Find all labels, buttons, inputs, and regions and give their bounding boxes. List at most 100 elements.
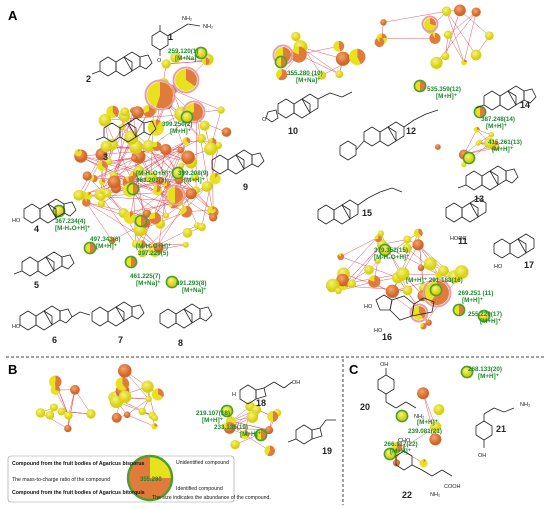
structure-11 xyxy=(445,197,487,223)
network-edge xyxy=(300,46,343,59)
network-edge xyxy=(166,60,206,65)
network-node xyxy=(100,140,112,153)
network-node xyxy=(420,322,427,330)
identified-compound-node xyxy=(429,283,443,297)
network-node xyxy=(204,142,218,156)
panel-label-b: B xyxy=(8,362,17,377)
network-node xyxy=(484,31,494,41)
ion-mz-14: 387.248(14) xyxy=(481,116,515,123)
network-node xyxy=(185,188,197,200)
network-node xyxy=(117,363,132,378)
network-node xyxy=(209,173,221,185)
network-edge xyxy=(281,74,322,76)
network-node xyxy=(111,412,122,423)
network-node xyxy=(84,191,93,200)
network-node xyxy=(161,59,171,69)
network-node xyxy=(417,264,425,272)
compound-number-2: 2 xyxy=(86,74,91,84)
legend-bisporus: Compound from the fruit bodies of Agaric… xyxy=(12,461,144,467)
identified-compound-node xyxy=(460,365,474,379)
chem-label: HO xyxy=(374,328,383,334)
chem-label: CHO xyxy=(398,438,411,444)
compound-number-7: 7 xyxy=(118,335,123,345)
network-node xyxy=(337,253,345,261)
structure-2 xyxy=(91,51,153,77)
network-node xyxy=(267,411,279,422)
ion-mz-12: 535.359(12) xyxy=(427,86,461,93)
network-edge xyxy=(86,202,159,248)
network-edge xyxy=(159,180,167,216)
identified-compound-node xyxy=(477,309,491,323)
legend-size-note: The size indicates the abundance of the … xyxy=(152,495,271,501)
structure-16 xyxy=(375,294,435,321)
network-node xyxy=(453,4,466,17)
network-node xyxy=(429,433,442,446)
network-edge xyxy=(446,11,477,56)
network-node xyxy=(49,375,62,389)
network-edge xyxy=(459,10,490,36)
structure-1 xyxy=(151,23,201,56)
network-node xyxy=(108,237,116,245)
network-node xyxy=(153,184,161,193)
network-node xyxy=(106,105,120,119)
legend-box xyxy=(7,455,235,503)
network-edge xyxy=(463,12,477,63)
network-node xyxy=(98,113,112,127)
network-edge xyxy=(154,193,192,251)
network-edge xyxy=(40,412,68,429)
network-node xyxy=(131,106,144,119)
network-node xyxy=(152,141,162,151)
network-node-large xyxy=(164,184,186,206)
chem-label: OH xyxy=(380,362,388,368)
network-node xyxy=(50,385,61,395)
compound-number-19: 19 xyxy=(322,446,332,456)
ion-adduct-11: [M+H]⁺ xyxy=(462,297,483,304)
network-node xyxy=(182,241,189,248)
network-node xyxy=(118,390,132,404)
network-node xyxy=(276,68,288,81)
identified-compound-node xyxy=(395,409,409,423)
network-edge xyxy=(447,34,465,63)
compound-number-11: 11 xyxy=(458,236,468,246)
network-edge xyxy=(343,244,383,286)
network-edge xyxy=(101,112,138,166)
network-node xyxy=(190,173,199,182)
network-edge xyxy=(93,178,180,181)
identified-compound-node xyxy=(83,241,97,255)
network-node xyxy=(433,404,445,416)
network-node xyxy=(137,240,147,249)
compound-number-1: 1 xyxy=(168,32,173,42)
ion-mz-9: 399.208(9) xyxy=(178,170,208,177)
chem-label: O xyxy=(157,58,162,64)
panel-label-c: C xyxy=(349,362,359,377)
network-edge xyxy=(446,11,465,63)
compound-number-15: 15 xyxy=(362,208,372,218)
network-node xyxy=(107,175,121,189)
network-node xyxy=(221,423,228,430)
legend-sample-mz: 355.280 xyxy=(140,477,162,483)
network-node xyxy=(133,165,145,177)
network-node xyxy=(149,212,162,225)
network-node xyxy=(454,265,469,280)
identified-compound-node xyxy=(220,404,234,418)
legend-unidentified: Unidentified compound xyxy=(176,460,229,466)
network-node xyxy=(246,411,259,423)
chem-label: HO xyxy=(364,304,373,310)
compound-number-17: 17 xyxy=(524,260,534,270)
network-node xyxy=(484,137,496,149)
ion-adduct-15: [M-H₂O+H]⁺ xyxy=(374,254,409,261)
network-edge xyxy=(104,120,147,214)
network-node xyxy=(102,188,112,198)
network-node xyxy=(368,275,381,288)
legend-ring xyxy=(126,454,174,502)
ion-adduct-10: [M+Na]⁺ xyxy=(296,77,321,84)
network-node xyxy=(182,227,193,238)
network-node xyxy=(142,104,156,118)
network-node xyxy=(385,284,400,298)
ion-mz-11: 269.251 (11) xyxy=(458,290,493,297)
network-node-large xyxy=(409,303,429,323)
structure-19 xyxy=(287,419,336,445)
chemical-text: NH₂ NH₂ O HO O HO HOOC HO HO HO H OH OH … xyxy=(12,16,530,498)
identified-compound-node xyxy=(462,151,476,165)
structure-5 xyxy=(13,251,75,277)
